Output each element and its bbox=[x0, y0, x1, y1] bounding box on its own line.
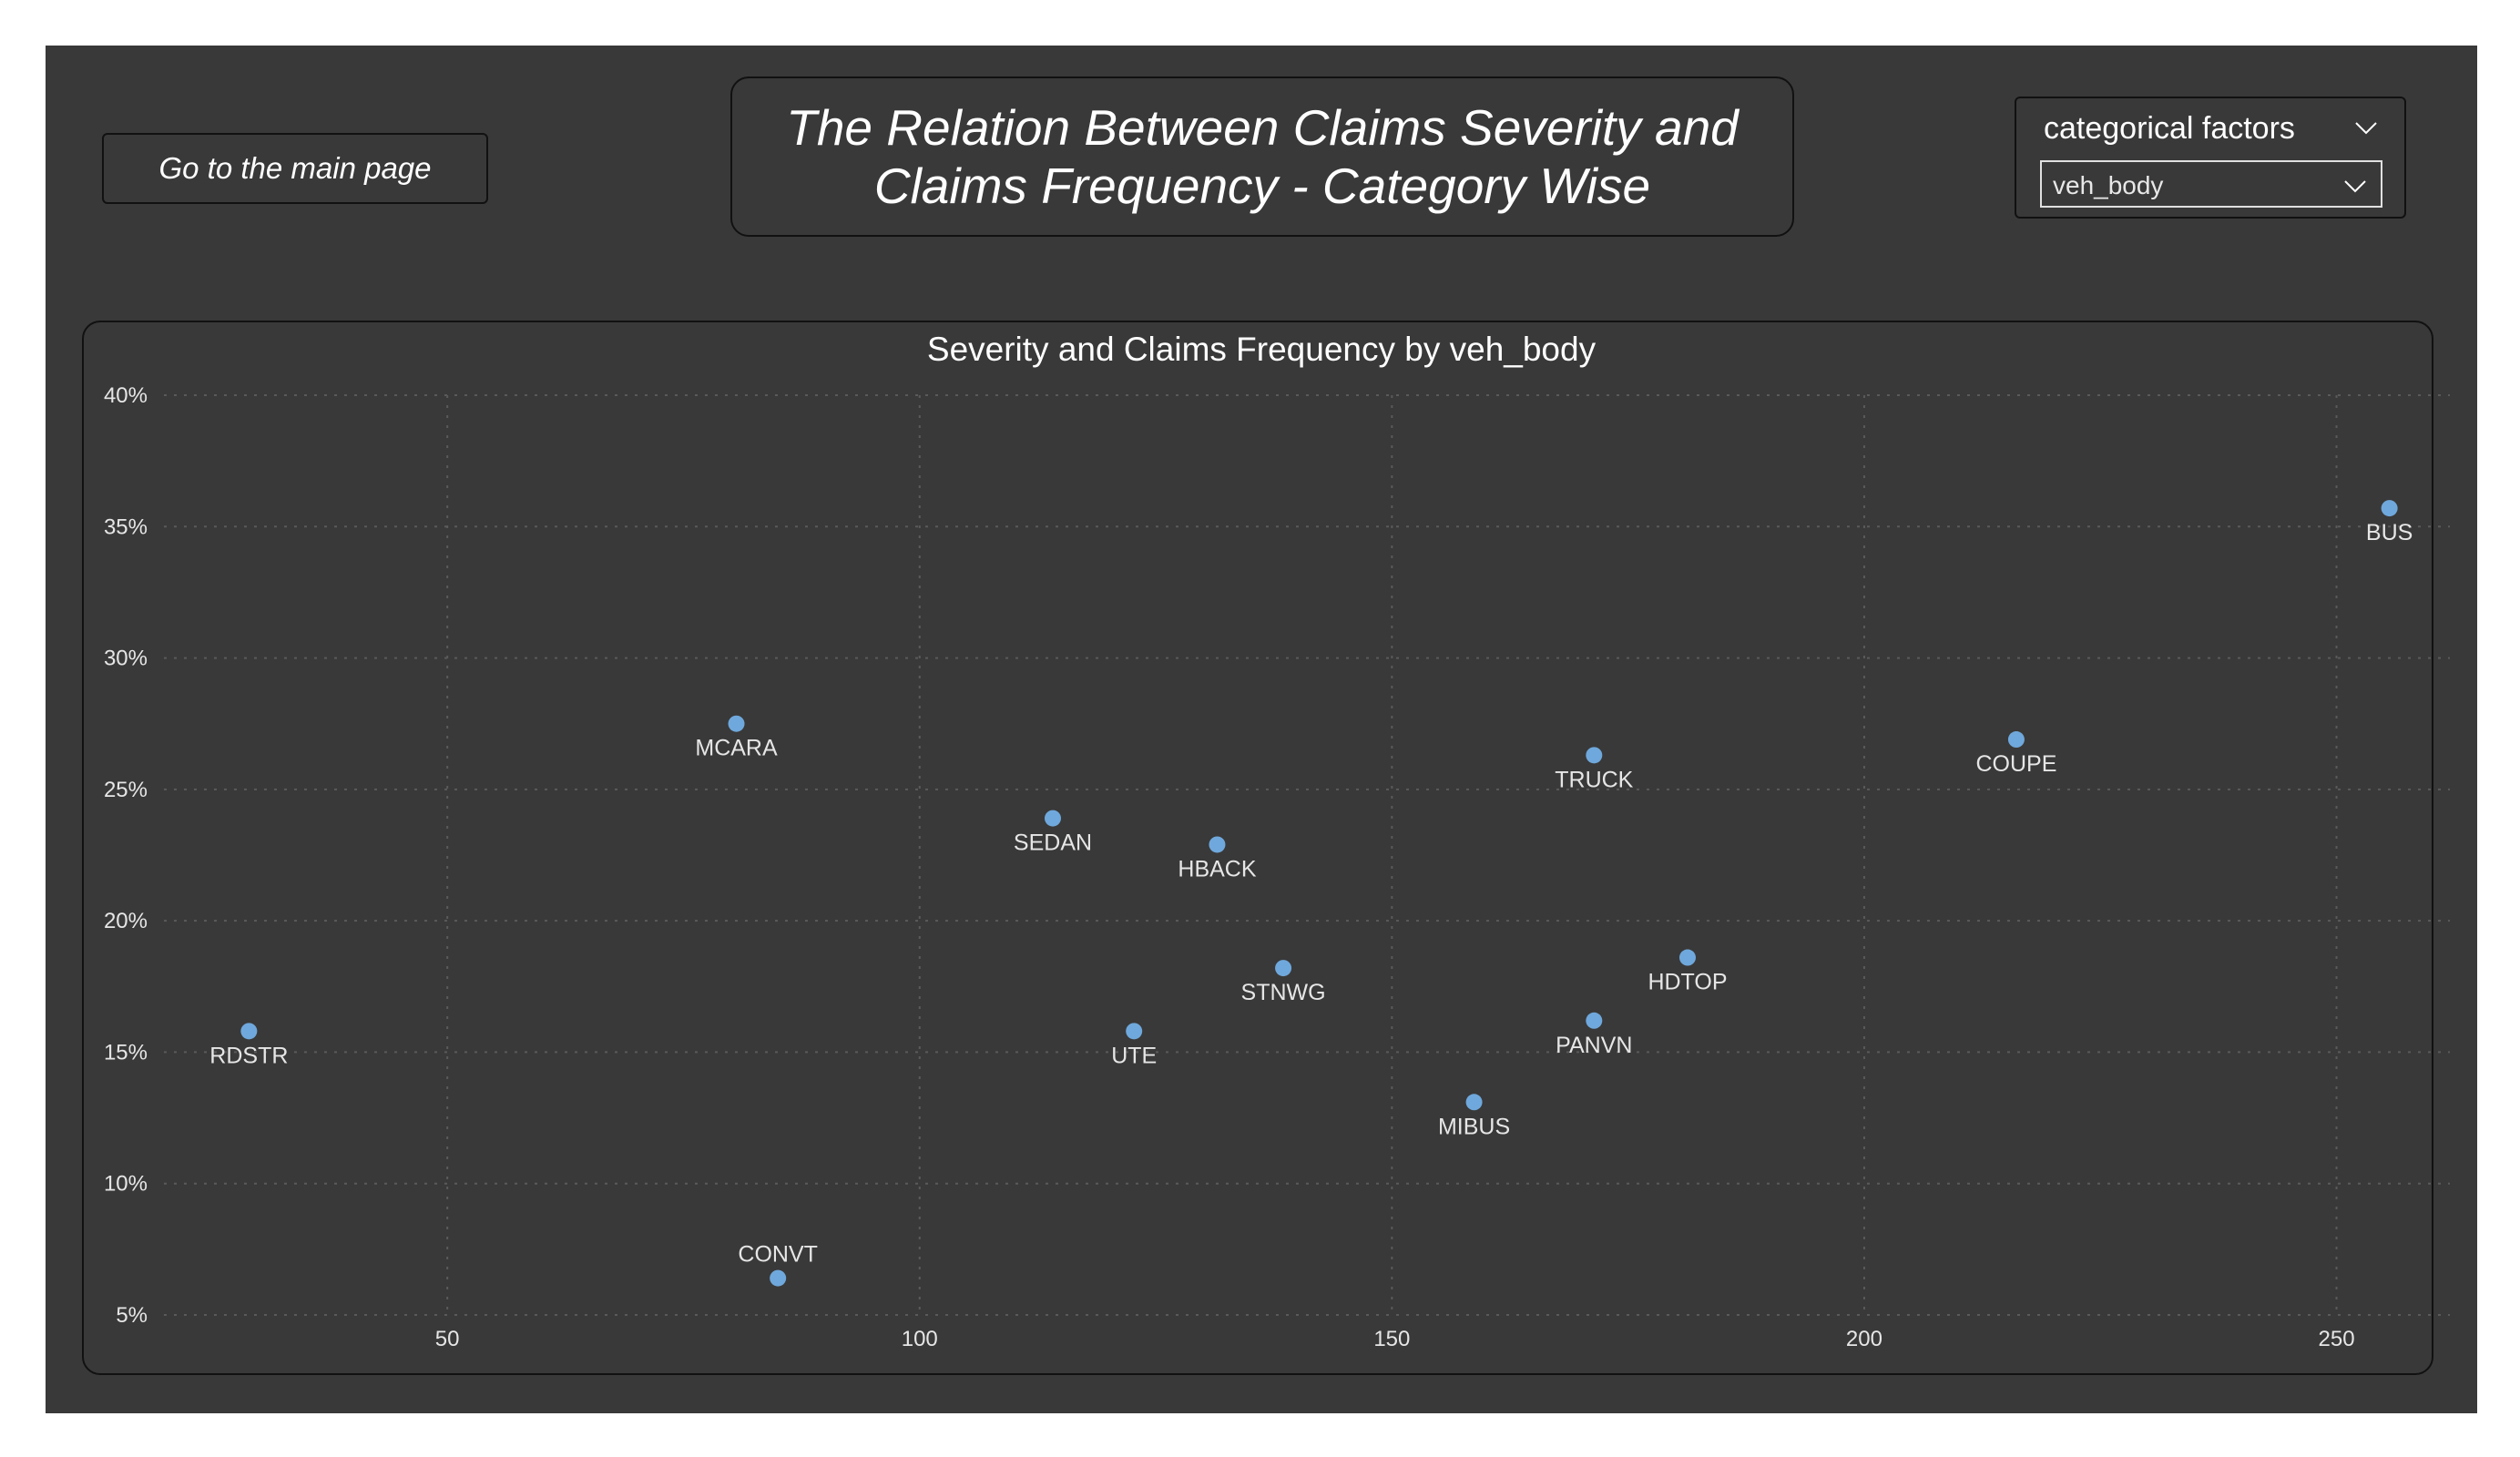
data-point-truck[interactable] bbox=[1586, 747, 1603, 764]
chart-title: Severity and Claims Frequency by veh_bod… bbox=[927, 331, 1597, 368]
scatter-chart: Severity and Claims Frequency by veh_bod… bbox=[104, 331, 2450, 1351]
x-tick-label: 150 bbox=[1373, 1327, 1410, 1351]
data-label-ute: UTE bbox=[1111, 1043, 1157, 1068]
y-tick-label: 40% bbox=[104, 383, 148, 408]
data-point-panvn[interactable] bbox=[1586, 1012, 1603, 1029]
data-label-truck: TRUCK bbox=[1555, 767, 1633, 792]
data-label-bus: BUS bbox=[2366, 520, 2413, 545]
data-point-bus[interactable] bbox=[2381, 500, 2398, 517]
y-tick-label: 5% bbox=[116, 1303, 148, 1328]
y-tick-label: 10% bbox=[104, 1172, 148, 1197]
data-point-mibus[interactable] bbox=[1465, 1094, 1483, 1111]
data-label-panvn: PANVN bbox=[1556, 1033, 1632, 1058]
data-label-rdstr: RDSTR bbox=[209, 1043, 288, 1068]
data-label-convt: CONVT bbox=[738, 1242, 818, 1268]
data-label-mibus: MIBUS bbox=[1438, 1114, 1510, 1139]
y-tick-label: 35% bbox=[104, 515, 148, 539]
y-tick-label: 25% bbox=[104, 778, 148, 802]
data-label-stnwg: STNWG bbox=[1241, 980, 1326, 1005]
data-point-mcara[interactable] bbox=[728, 715, 745, 732]
dropdown-selected-value: veh_body bbox=[2053, 171, 2164, 199]
data-label-sedan: SEDAN bbox=[1014, 830, 1092, 856]
scatter-chart-card bbox=[82, 321, 2433, 1375]
data-label-mcara: MCARA bbox=[695, 736, 778, 761]
x-tick-label: 50 bbox=[435, 1327, 460, 1351]
data-point-sedan[interactable] bbox=[1044, 810, 1061, 827]
go-to-main-page-button[interactable]: Go to the main page bbox=[102, 133, 488, 204]
data-label-hdtop: HDTOP bbox=[1648, 970, 1727, 995]
data-point-coupe[interactable] bbox=[2007, 731, 2025, 749]
veh-body-dropdown[interactable]: veh_body bbox=[2040, 160, 2382, 208]
y-tick-label: 20% bbox=[104, 909, 148, 933]
x-tick-label: 250 bbox=[2319, 1327, 2355, 1351]
x-tick-label: 200 bbox=[1846, 1327, 1882, 1351]
chevron-down-icon[interactable] bbox=[2353, 115, 2379, 140]
data-label-hback: HBACK bbox=[1178, 856, 1256, 881]
data-point-hback[interactable] bbox=[1209, 836, 1226, 853]
slicer-header-label: categorical factors bbox=[2044, 111, 2295, 146]
page-title: The Relation Between Claims Severity and… bbox=[730, 76, 1794, 237]
categorical-factors-slicer[interactable]: categorical factors veh_body bbox=[2015, 97, 2406, 219]
data-point-hdtop[interactable] bbox=[1678, 949, 1696, 966]
y-tick-label: 30% bbox=[104, 647, 148, 671]
x-tick-label: 100 bbox=[902, 1327, 938, 1351]
page-title-line-2: Claims Frequency - Category Wise bbox=[873, 158, 1651, 214]
chevron-down-icon bbox=[2344, 180, 2366, 193]
data-point-rdstr[interactable] bbox=[240, 1023, 258, 1040]
y-tick-label: 15% bbox=[104, 1040, 148, 1065]
data-point-ute[interactable] bbox=[1126, 1023, 1143, 1040]
report-canvas: Go to the main page The Relation Between… bbox=[46, 46, 2477, 1413]
data-point-convt[interactable] bbox=[770, 1269, 787, 1287]
page-title-line-1: The Relation Between Claims Severity and bbox=[786, 99, 1739, 156]
data-point-stnwg[interactable] bbox=[1275, 960, 1292, 977]
data-label-coupe: COUPE bbox=[1975, 751, 2056, 777]
